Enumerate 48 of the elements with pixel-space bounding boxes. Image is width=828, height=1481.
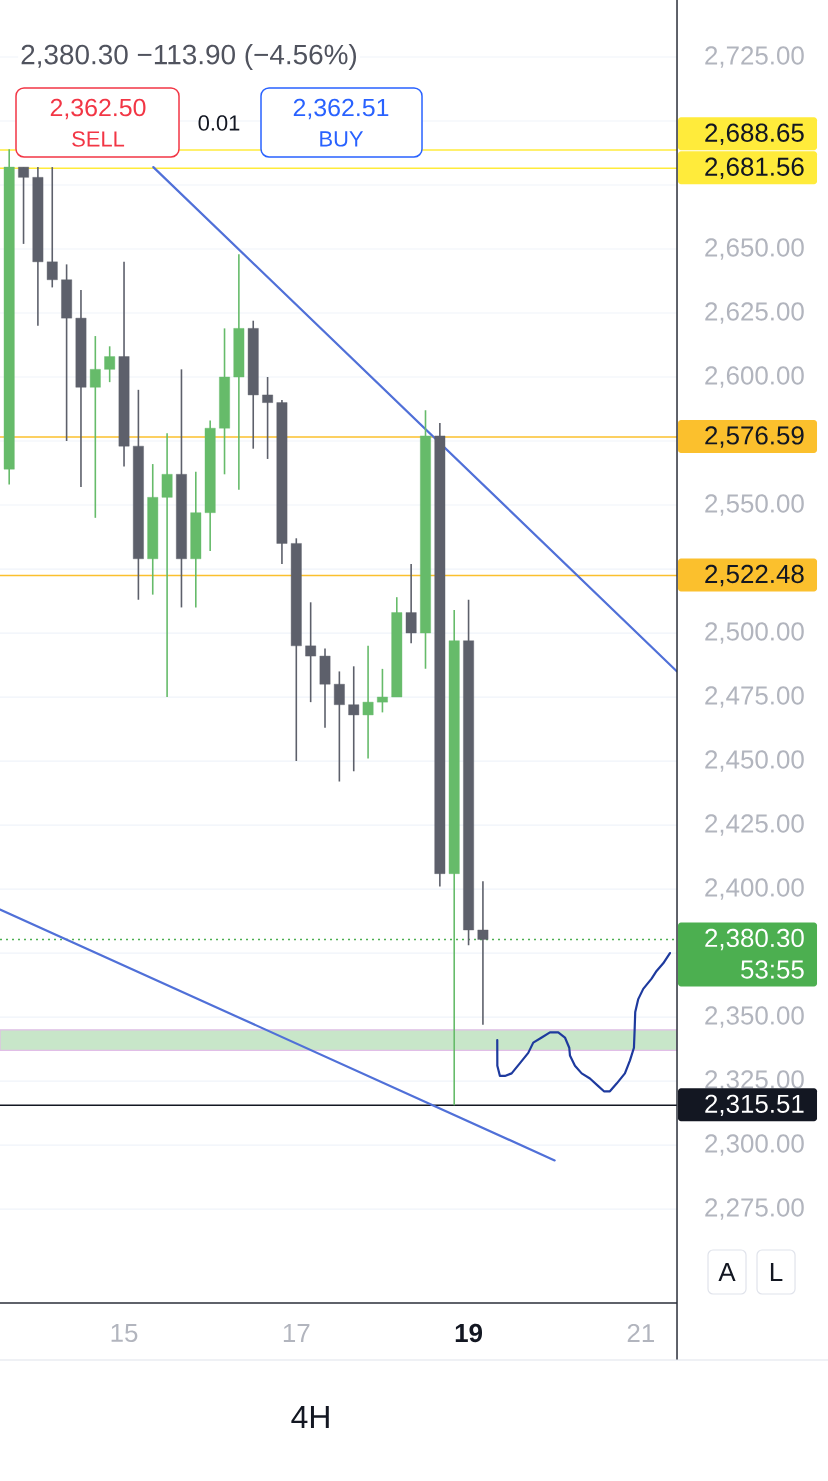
candlestick [362, 645, 374, 760]
y-tick-label: 2,325.00 [705, 1070, 804, 1092]
y-tick-label: 2,725.00 [705, 46, 804, 68]
candlestick [377, 668, 388, 714]
x-tick-label: 19 [455, 1323, 483, 1343]
y-tick-label: 2,400.00 [705, 878, 804, 900]
y-tick-label: 2,275.00 [705, 1198, 804, 1220]
candlestick [477, 880, 489, 1026]
annotation: BUY [320, 131, 364, 147]
x-tick-label: 21 [627, 1323, 654, 1343]
x-tick-label: 17 [283, 1324, 310, 1342]
y-tick-label: 2,450.00 [705, 750, 804, 772]
ref-line-label: 2,380.30 [705, 928, 804, 951]
ref-line-label: 2,522.48 [705, 564, 804, 587]
y-tick-label: 2,425.00 [705, 814, 804, 836]
annotation: SELL [72, 131, 125, 147]
y-tick-label: 2,500.00 [705, 622, 804, 644]
text: 2,380.30 −113.90 (−4.56%) [21, 43, 357, 70]
y-tick-label: 2,475.00 [705, 686, 804, 708]
candlestick [334, 670, 345, 783]
candlestick [161, 432, 173, 698]
candlestick [89, 335, 101, 519]
y-tick-label: 2,350.00 [705, 1006, 804, 1028]
text: 53:55 [741, 960, 804, 979]
candlestick [348, 665, 360, 773]
ref-line-label: 2,576.59 [705, 426, 804, 448]
annotation: 0.01 [198, 115, 240, 131]
y-tick-label: 2,550.00 [705, 494, 804, 516]
annotation: 2,362.50 [50, 98, 146, 120]
candlestick [104, 345, 116, 383]
candlestick [46, 166, 58, 289]
y-tick-label: 2,650.00 [705, 238, 804, 260]
y-tick-label: 2,300.00 [705, 1134, 804, 1156]
ref-line-label: 2,688.65 [705, 123, 804, 145]
candlestick [305, 601, 317, 703]
candlestick [18, 166, 29, 245]
text: L [770, 1263, 783, 1281]
y-tick-label: 2,625.00 [705, 302, 804, 324]
candlestick [405, 563, 417, 645]
text: A [718, 1263, 736, 1281]
text: 4H [291, 1406, 329, 1428]
ref-line-label: 2,681.56 [705, 157, 804, 179]
ref-line-label: 2,315.51 [705, 1094, 804, 1117]
annotation: 2,362.51 [293, 98, 389, 120]
x-tick-label: 15 [111, 1323, 138, 1343]
candlestick [262, 376, 273, 460]
y-tick-label: 2,600.00 [705, 366, 804, 388]
line-series [496, 951, 672, 1093]
